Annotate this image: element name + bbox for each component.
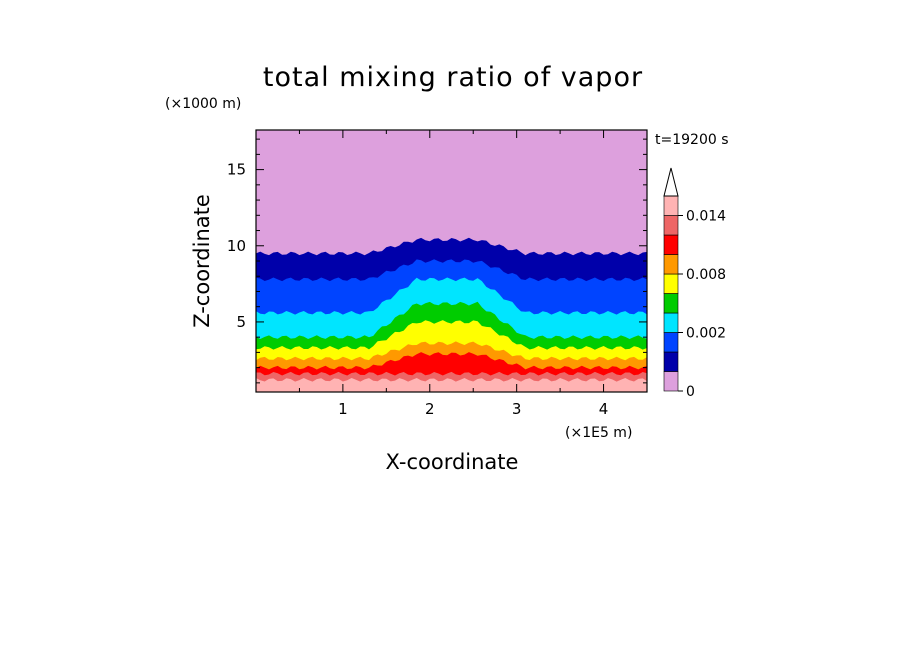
colorbar-segment [663,371,679,392]
y-axis-label: Z-coordinate [190,194,214,328]
colorbar-segment [663,254,679,275]
colorbar-tick-label: 0 [686,384,695,400]
colorbar-segment [663,215,679,236]
time-label: t=19200 s [655,132,729,148]
x-tick-label: 3 [512,400,522,418]
colorbar-segment [663,351,679,372]
colorbar-segment [663,312,679,333]
contour-band [256,378,647,392]
colorbar: 0 0.002 0.008 0.014 [663,167,726,400]
colorbar-tick-label: 0.014 [686,209,726,225]
x-unit-label: (×1E5 m) [565,425,632,441]
colorbar-segment [663,195,679,216]
colorbar-extend-arrow [663,167,679,197]
colorbar-tick-label: 0.008 [686,267,726,283]
x-tick-label: 1 [338,400,348,418]
x-tick-label: 2 [425,400,435,418]
y-unit-label: (×1000 m) [165,96,241,112]
y-tick-label: 5 [236,313,246,331]
colorbar-segment [663,234,679,255]
chart-title: total mixing ratio of vapor [263,62,643,93]
colorbar-segment [663,332,679,353]
y-tick-label: 10 [227,237,246,255]
colorbar-tick-label: 0.002 [686,326,726,342]
x-tick-label: 4 [599,400,609,418]
colorbar-segment [663,293,679,314]
colorbar-segment [663,273,679,294]
y-tick-label: 15 [227,161,246,179]
plot-area [256,130,647,392]
x-axis-label: X-coordinate [386,450,519,474]
